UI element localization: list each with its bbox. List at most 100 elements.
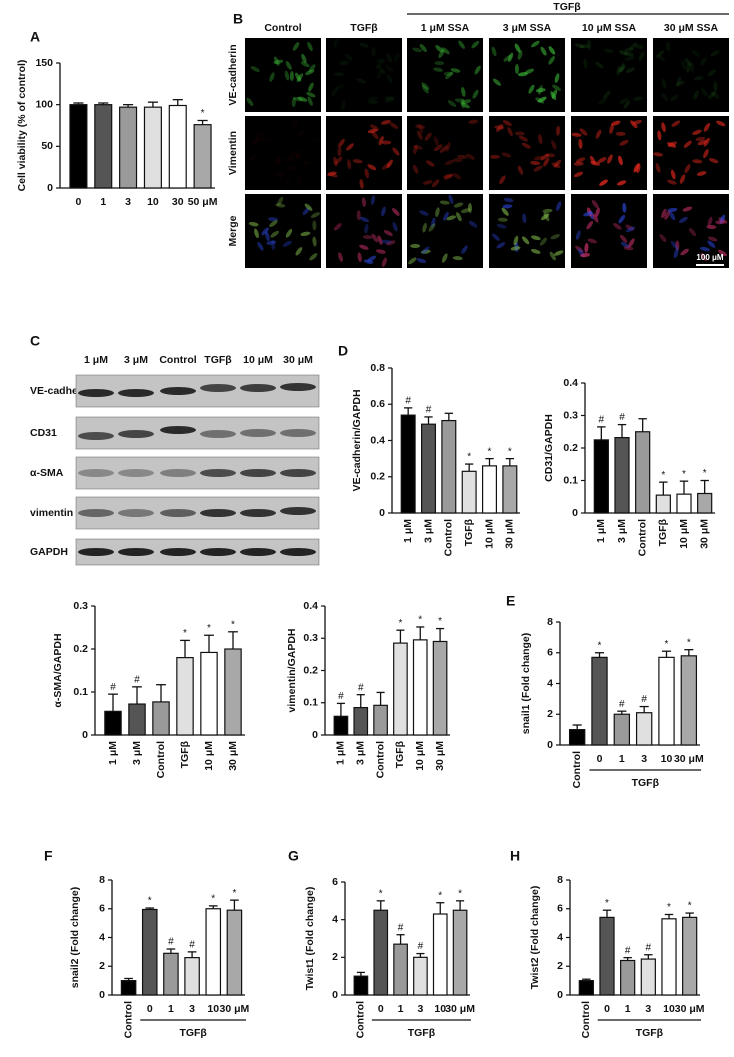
cell	[655, 163, 661, 173]
lane-label: 1 μM	[84, 354, 108, 366]
cell	[362, 235, 373, 240]
cell	[339, 60, 350, 65]
bar	[163, 952, 179, 996]
cell	[521, 142, 531, 149]
lane-label: 30 μM	[283, 354, 313, 366]
y-tick-label: 6	[557, 903, 563, 915]
cell	[456, 212, 462, 222]
micrograph	[653, 38, 729, 112]
cell	[300, 231, 311, 236]
cell	[376, 70, 384, 79]
y-tick-label: 0	[99, 989, 105, 1001]
significance-marker: #	[625, 945, 631, 956]
cell	[376, 58, 387, 63]
cell	[433, 136, 439, 146]
x-tick-label: 3 μM	[422, 519, 434, 543]
bar	[432, 640, 448, 736]
x-tick-label: 30 μM	[227, 741, 239, 771]
cell	[542, 208, 553, 213]
cell	[682, 206, 693, 212]
blot-band	[240, 548, 276, 556]
cell	[550, 234, 560, 240]
cell	[575, 230, 581, 240]
cell	[439, 200, 450, 205]
cell	[553, 159, 562, 168]
cell	[603, 90, 611, 99]
cell	[535, 88, 546, 93]
cell	[690, 62, 695, 73]
cell	[246, 97, 254, 107]
x-tick-label: 30 μM	[674, 753, 704, 765]
micrograph	[489, 116, 565, 190]
cell	[579, 128, 588, 136]
cell	[468, 220, 478, 228]
bar	[94, 104, 113, 189]
y-tick-label: 50	[41, 140, 53, 152]
bar	[682, 916, 698, 996]
cell	[692, 159, 703, 164]
cell	[664, 210, 671, 220]
cell	[715, 220, 726, 225]
panel-label: A	[30, 29, 40, 45]
bar	[120, 980, 137, 996]
significance-marker: #	[418, 941, 424, 952]
cell	[719, 214, 726, 224]
cell	[615, 131, 626, 136]
cell	[370, 124, 380, 131]
cell	[716, 120, 726, 127]
blot-band	[160, 509, 196, 517]
cell	[468, 119, 479, 124]
y-tick-label: 0.3	[73, 600, 88, 612]
micrograph	[326, 194, 402, 268]
x-tick-label: TGFβ	[179, 740, 191, 768]
cell	[693, 90, 699, 100]
cell	[598, 97, 607, 105]
cell	[543, 157, 550, 167]
cell	[305, 69, 315, 76]
significance-marker: *	[148, 896, 152, 907]
cell	[452, 158, 463, 163]
bar	[393, 943, 408, 996]
cell	[653, 152, 663, 157]
blot-label: vimentin	[30, 507, 73, 519]
cell	[419, 43, 427, 52]
cell	[633, 163, 640, 173]
significance-marker: *	[232, 888, 236, 899]
cell	[707, 236, 718, 242]
x-tick-label: 30 μM	[220, 1003, 250, 1015]
x-tick-label: 0	[75, 196, 81, 208]
bar	[205, 908, 222, 996]
bar	[152, 701, 170, 736]
y-tick-label: 0.6	[370, 398, 385, 410]
cell	[275, 203, 286, 208]
bar	[353, 975, 369, 996]
x-tick-label: 1 μM	[107, 741, 119, 765]
cell	[381, 239, 392, 244]
blot-band	[78, 469, 114, 477]
blot-band	[280, 469, 316, 477]
cell	[435, 207, 440, 218]
cell	[282, 240, 292, 247]
cell	[301, 53, 307, 64]
cell	[392, 222, 398, 232]
cell	[375, 60, 384, 69]
cell	[579, 44, 590, 49]
cell	[347, 159, 352, 170]
panel-label: E	[506, 593, 515, 609]
blot-band	[160, 469, 196, 477]
cell	[352, 159, 363, 164]
y-tick-label: 4	[99, 931, 105, 943]
cell	[292, 42, 300, 51]
y-tick-label: 2	[99, 960, 105, 972]
y-tick-label: 0.4	[563, 377, 578, 389]
cell	[443, 174, 453, 181]
bar	[176, 656, 194, 736]
cell	[327, 171, 337, 177]
significance-marker: #	[338, 691, 344, 702]
bar	[226, 909, 243, 996]
x-tick-label: 50 μM	[188, 196, 218, 208]
y-tick-label: 0	[312, 729, 318, 741]
x-tick-label: 10	[434, 1003, 446, 1015]
cell	[689, 227, 697, 237]
